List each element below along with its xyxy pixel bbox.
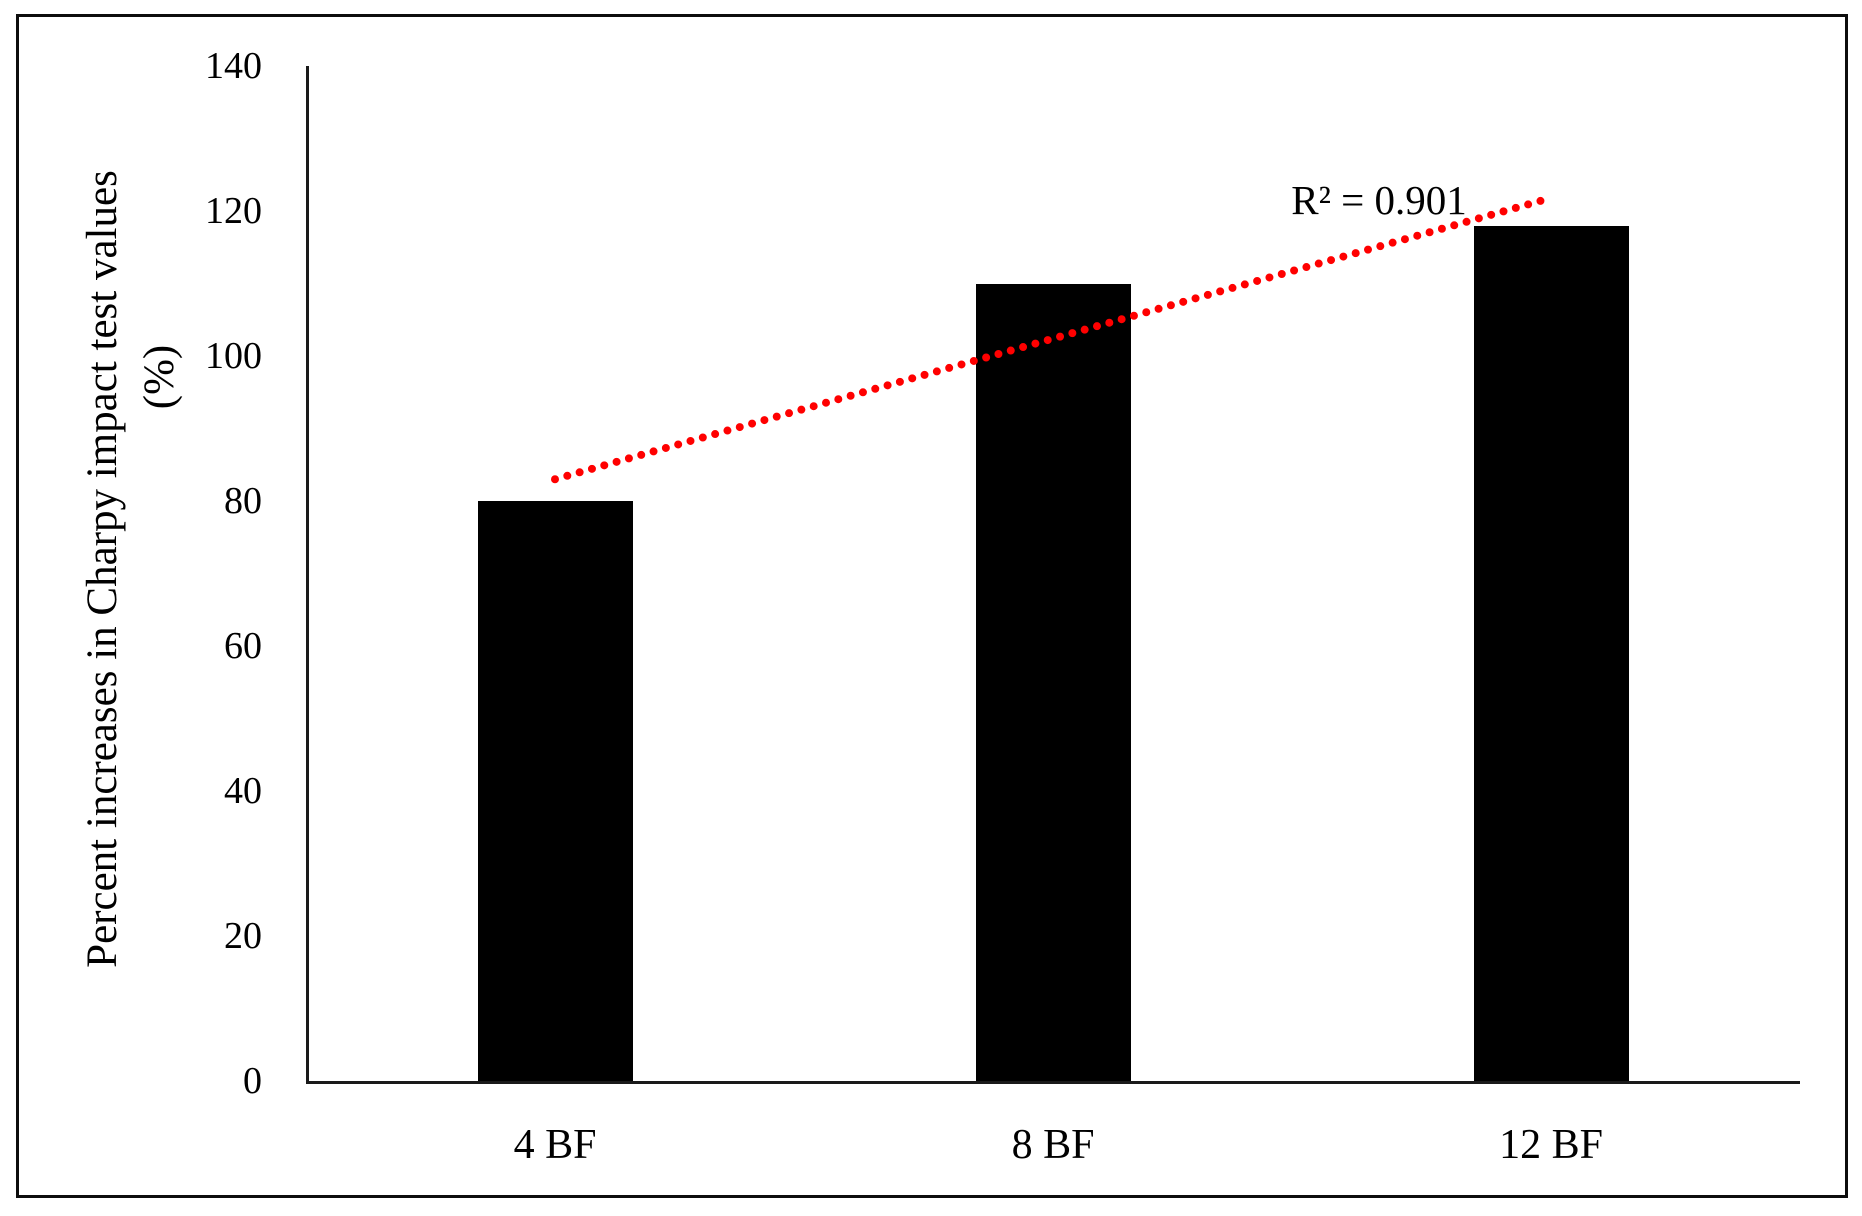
bar-4-bf [477,501,633,1081]
x-category-label-4-bf: 4 BF [513,1122,597,1168]
y-tick-label-140: 140 [205,45,262,87]
y-tick-label-40: 40 [224,770,262,812]
figure-border [16,14,1848,1198]
x-category-label-8-bf: 8 BF [1011,1122,1095,1168]
y-axis-title: Percent increases in Charpy impact test … [79,170,126,968]
bar-12-bf [1473,225,1629,1081]
y-tick-label-20: 20 [224,915,262,957]
y-axis-line [306,66,309,1081]
y-tick-label-0: 0 [243,1060,262,1102]
y-tick-label-100: 100 [205,335,262,377]
r-squared-annotation: R² = 0.901 [1291,177,1467,223]
x-axis-line [306,1081,1800,1084]
x-category-label-12-bf: 12 BF [1499,1122,1603,1168]
bar-8-bf [975,283,1131,1081]
y-tick-label-120: 120 [205,190,262,232]
y-tick-label-60: 60 [224,625,262,667]
y-tick-label-80: 80 [224,480,262,522]
